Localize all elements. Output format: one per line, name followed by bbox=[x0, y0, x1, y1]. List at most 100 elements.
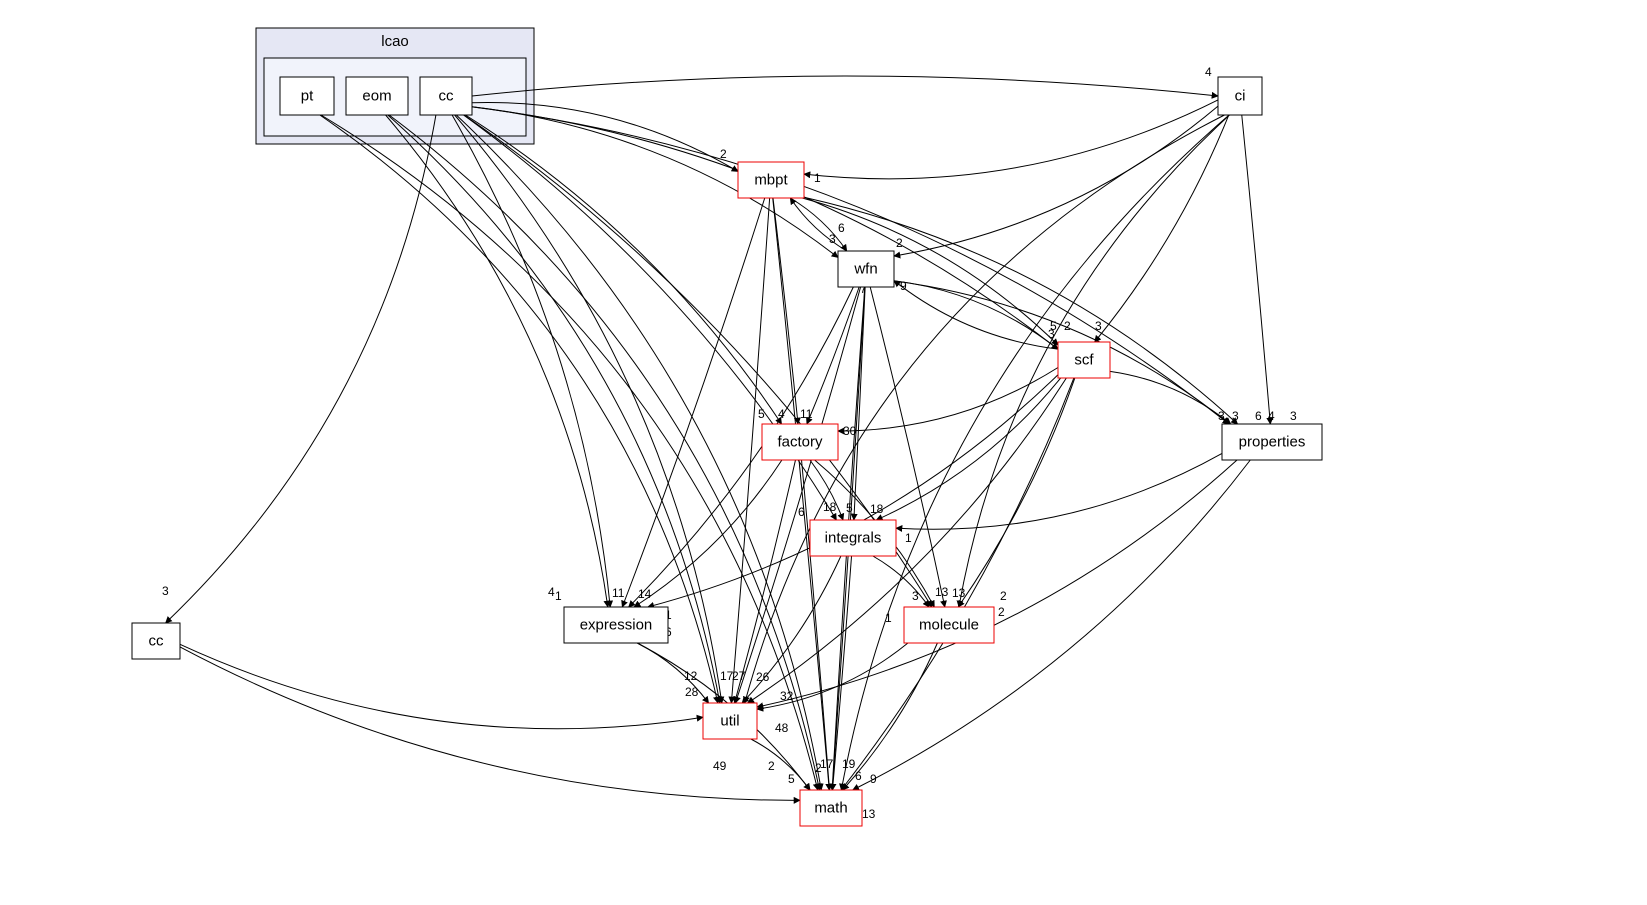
node-ci[interactable]: ci bbox=[1218, 77, 1262, 115]
edge-label-cc_top-math: 5 bbox=[788, 772, 795, 786]
edge-cc_top-factory bbox=[465, 115, 781, 424]
edge-mbpt-properties bbox=[804, 197, 1238, 424]
edge-label-mbpt-wfn: 6 bbox=[838, 221, 845, 235]
edge-label-cc_top-properties: 3 bbox=[1218, 409, 1225, 423]
node-pt[interactable]: pt bbox=[280, 77, 334, 115]
edge-label-properties-math: 13 bbox=[862, 807, 876, 821]
node-util[interactable]: util bbox=[703, 703, 757, 739]
node-properties[interactable]: properties bbox=[1222, 424, 1322, 460]
node-label-wfn: wfn bbox=[853, 261, 877, 278]
node-label-molecule: molecule bbox=[919, 617, 979, 634]
cluster-label-lcao_outer: lcao bbox=[381, 33, 409, 50]
edge-label-scf-wfn: 9 bbox=[900, 279, 907, 293]
node-factory[interactable]: factory bbox=[762, 424, 838, 460]
edge-cc_top-ci bbox=[472, 76, 1218, 96]
edge-label-wfn-expression: 14 bbox=[638, 587, 652, 601]
edge-label-wfn-util: 26 bbox=[756, 670, 770, 684]
edge-pt-math bbox=[321, 115, 818, 790]
edge-label-scf-math: 19 bbox=[842, 757, 856, 771]
node-mbpt[interactable]: mbpt bbox=[738, 162, 804, 198]
edge-label-ci-wfn: 2 bbox=[896, 236, 903, 250]
edge-util-math bbox=[751, 739, 810, 790]
edge-label-scf-util: 32 bbox=[780, 689, 794, 703]
node-label-scf: scf bbox=[1074, 352, 1094, 369]
dependency-graph: lcao 24335642853131221654172311112181432… bbox=[0, 0, 1647, 905]
edge-cc_top-expression bbox=[452, 115, 610, 607]
edge-label-cc_top-ci: 4 bbox=[1205, 65, 1212, 79]
edge-label-cc_top-molecule: 1 bbox=[885, 611, 892, 625]
edge-label-eom-math: 2 bbox=[768, 759, 775, 773]
node-label-cc_left: cc bbox=[149, 633, 165, 650]
edge-properties-integrals bbox=[896, 453, 1222, 529]
edge-label-mbpt-properties: 3 bbox=[1232, 409, 1239, 423]
node-label-expression: expression bbox=[580, 617, 653, 634]
edge-ci-mbpt bbox=[804, 100, 1218, 179]
edge-label-mbpt-factory: 4 bbox=[778, 407, 785, 421]
edge-scf-math bbox=[841, 378, 1074, 790]
edge-properties-util bbox=[757, 460, 1237, 707]
node-wfn[interactable]: wfn bbox=[838, 251, 894, 287]
node-label-factory: factory bbox=[777, 434, 823, 451]
edge-label-integrals-molecule: 13 bbox=[952, 586, 966, 600]
node-math[interactable]: math bbox=[800, 790, 862, 826]
edge-integrals-molecule bbox=[873, 556, 929, 607]
edge-label-wfn-molecule: 3 bbox=[912, 589, 919, 603]
edge-ci-wfn bbox=[894, 106, 1218, 256]
edge-wfn-factory bbox=[807, 287, 859, 424]
edge-label-cc_top-cc_left: 3 bbox=[162, 584, 169, 598]
node-eom[interactable]: eom bbox=[346, 77, 408, 115]
node-integrals[interactable]: integrals bbox=[810, 520, 896, 556]
node-label-mbpt: mbpt bbox=[754, 172, 788, 189]
edge-label-scf-properties: 6 bbox=[1255, 409, 1262, 423]
edge-label-cc_top-util: 28 bbox=[685, 685, 699, 699]
edge-wfn-util bbox=[735, 287, 860, 703]
edge-label-molecule-math: 9 bbox=[870, 772, 877, 786]
edge-label-wfn-integrals: 18 bbox=[823, 500, 837, 514]
edge-label-cc_top-expression: 4 bbox=[548, 585, 555, 599]
edge-label-wfn-properties: 4 bbox=[1268, 409, 1275, 423]
node-expression[interactable]: expression bbox=[564, 607, 668, 643]
edge-label-scf-integrals: 18 bbox=[870, 502, 884, 516]
node-cc_top[interactable]: cc bbox=[420, 77, 472, 115]
edge-label-eom-util: 12 bbox=[684, 669, 698, 683]
node-molecule[interactable]: molecule bbox=[904, 607, 994, 643]
edge-cc_left-util bbox=[180, 644, 703, 728]
node-cc_left[interactable]: cc bbox=[132, 623, 180, 659]
edge-label-expression-math: 49 bbox=[713, 759, 727, 773]
edge-label-mbpt-scf: 5 bbox=[1050, 319, 1057, 333]
node-label-eom: eom bbox=[362, 88, 391, 105]
edge-label-factory-molecule: 13 bbox=[935, 585, 949, 599]
node-label-integrals: integrals bbox=[825, 530, 882, 547]
node-label-util: util bbox=[720, 713, 739, 730]
node-label-ci: ci bbox=[1235, 88, 1246, 105]
edge-scf-properties bbox=[1110, 371, 1231, 424]
edge-label-integrals-util: 48 bbox=[775, 721, 789, 735]
node-scf[interactable]: scf bbox=[1058, 342, 1110, 378]
edge-cc_top-cc_left bbox=[166, 115, 436, 623]
edge-label-cc_top-mbpt: 2 bbox=[720, 147, 727, 161]
edge-mbpt-expression bbox=[622, 198, 764, 607]
node-label-pt: pt bbox=[301, 88, 314, 105]
edge-eom-expression bbox=[386, 115, 608, 607]
edge-molecule-math bbox=[843, 643, 938, 790]
edge-label-wfn-mbpt: 1 bbox=[814, 171, 821, 185]
edge-label-cc_top-integrals: 6 bbox=[798, 505, 805, 519]
edge-label-eom-expression: 1 bbox=[555, 589, 562, 603]
node-label-cc_top: cc bbox=[439, 88, 455, 105]
node-label-properties: properties bbox=[1239, 434, 1306, 451]
edge-wfn-integrals bbox=[854, 287, 865, 520]
edge-label-scf-molecule: 2 bbox=[1000, 589, 1007, 603]
edge-label-cc_top-factory: 5 bbox=[758, 407, 765, 421]
node-label-math: math bbox=[814, 800, 847, 817]
edge-label-wfn-scf: 2 bbox=[1064, 319, 1071, 333]
edge-label-scf-factory: 30 bbox=[843, 424, 857, 438]
edge-label-factory-integrals: 5 bbox=[846, 501, 853, 515]
edge-label-properties-integrals: 1 bbox=[905, 531, 912, 545]
edge-label-mbpt-expression: 11 bbox=[612, 586, 625, 600]
edge-label-ci-properties: 3 bbox=[1290, 409, 1297, 423]
edge-label-integrals-math: 6 bbox=[855, 769, 862, 783]
edge-cc_top-scf bbox=[472, 107, 1058, 349]
edge-label-wfn-factory: 11 bbox=[800, 407, 813, 421]
edge-label-ci-scf: 3 bbox=[1095, 319, 1102, 333]
edge-label-factory-util: 27 bbox=[732, 669, 746, 683]
